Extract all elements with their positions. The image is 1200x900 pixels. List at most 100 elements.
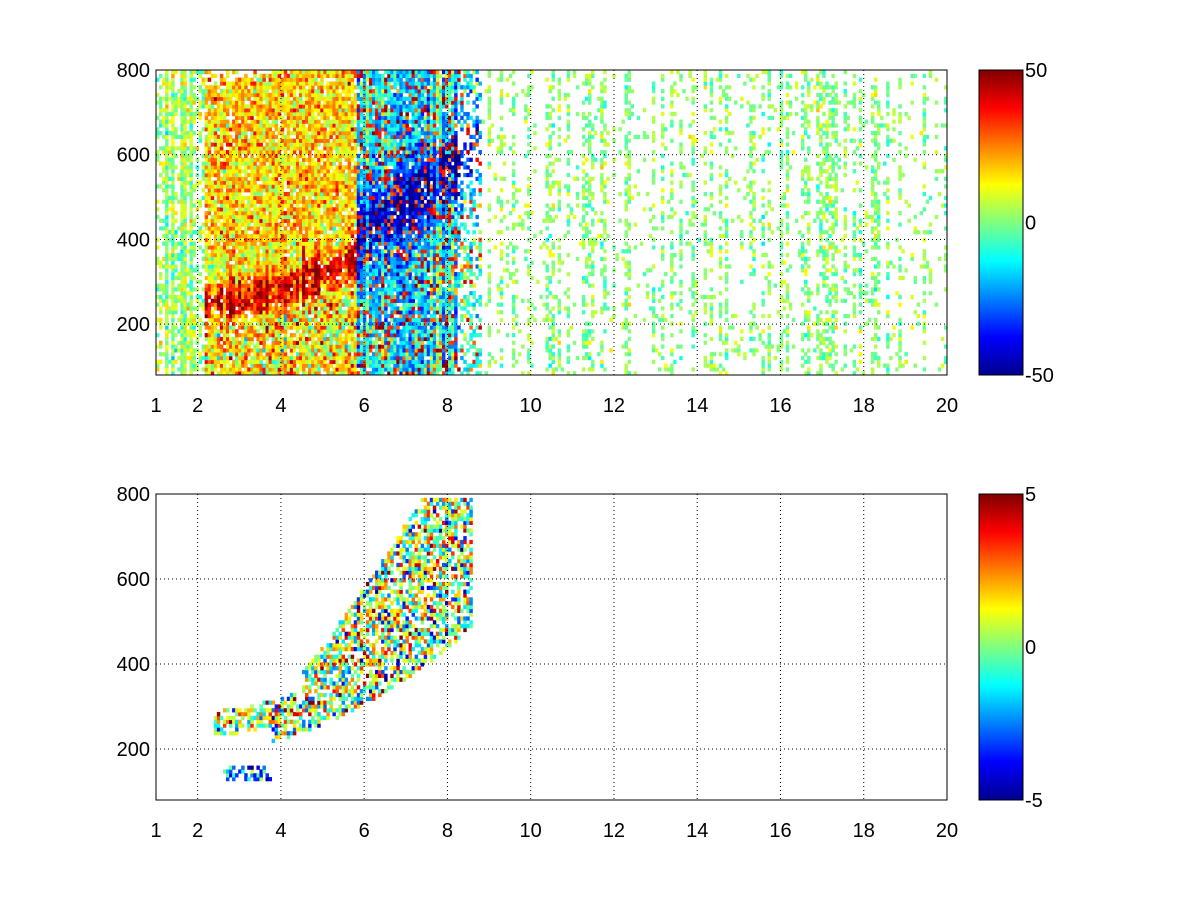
heatmap-cell	[305, 314, 309, 319]
heatmap-cell	[204, 352, 209, 357]
heatmap-cell	[314, 321, 318, 326]
heatmap-cell	[219, 77, 224, 82]
heatmap-cell	[341, 233, 346, 239]
heatmap-cell	[292, 70, 297, 75]
heatmap-cell	[277, 127, 282, 132]
heatmap-cell	[375, 138, 379, 143]
heatmap-cell	[295, 214, 300, 220]
heatmap-cell	[225, 348, 230, 353]
heatmap-cell	[372, 92, 376, 98]
heatmap-cell	[213, 237, 218, 242]
heatmap-cell	[280, 142, 285, 147]
heatmap-cell	[192, 314, 196, 319]
heatmap-cell	[229, 283, 233, 288]
heatmap-cell	[350, 325, 355, 330]
heatmap-cell	[195, 287, 199, 292]
heatmap-cell	[265, 104, 269, 109]
heatmap-cell	[265, 115, 269, 120]
heatmap-cell	[262, 222, 266, 227]
heatmap-cell	[235, 344, 239, 349]
heatmap-cell	[165, 85, 169, 90]
heatmap-cell	[274, 249, 279, 254]
heatmap-cell	[204, 355, 209, 361]
heatmap-cell	[216, 348, 221, 353]
heatmap-cell	[356, 222, 361, 227]
heatmap-cell	[308, 237, 312, 242]
heatmap-cell	[350, 218, 355, 223]
heatmap-cell	[344, 355, 349, 361]
heatmap-cell	[250, 203, 254, 208]
heatmap-cell	[238, 211, 242, 216]
heatmap-cell	[305, 165, 309, 170]
heatmap-cell	[238, 272, 242, 277]
heatmap-cell	[238, 81, 242, 86]
heatmap-cell	[381, 321, 385, 326]
heatmap-cell	[222, 104, 227, 109]
heatmap-cell	[344, 253, 349, 258]
heatmap-cell	[347, 70, 352, 75]
heatmap-cell	[362, 172, 367, 178]
heatmap-cell	[229, 123, 233, 128]
heatmap-cell	[165, 119, 169, 124]
heatmap-cell	[372, 218, 376, 223]
heatmap-cell	[225, 291, 230, 296]
heatmap-cell	[314, 119, 318, 124]
heatmap-cell	[329, 96, 333, 101]
heatmap-cell	[332, 153, 336, 159]
heatmap-cell	[189, 73, 193, 79]
heatmap-cell	[298, 264, 303, 269]
heatmap-cell	[277, 233, 282, 239]
heatmap-cell	[295, 169, 300, 174]
heatmap-cell	[329, 260, 333, 265]
heatmap-cell	[350, 77, 355, 82]
heatmap-cell	[159, 264, 163, 269]
heatmap-cell	[247, 294, 251, 300]
heatmap-cell	[277, 77, 282, 82]
heatmap-cell	[368, 184, 373, 189]
heatmap-cell	[305, 127, 309, 132]
heatmap-cell	[262, 230, 266, 235]
heatmap-cell	[286, 363, 291, 368]
heatmap-cell	[216, 153, 221, 159]
heatmap-cell	[210, 245, 215, 250]
heatmap-cell	[171, 115, 175, 120]
heatmap-cell	[244, 104, 248, 109]
heatmap-cell	[347, 115, 352, 120]
heatmap-cell	[189, 230, 193, 235]
heatmap-cell	[372, 367, 376, 372]
heatmap-cell	[189, 218, 193, 223]
heatmap-cell	[259, 127, 263, 132]
heatmap-cell	[213, 294, 218, 300]
heatmap-cell	[219, 127, 224, 132]
heatmap-cell	[183, 142, 187, 147]
heatmap-cell	[259, 153, 263, 159]
heatmap-cell	[274, 165, 279, 170]
heatmap-cell	[162, 165, 166, 170]
heatmap-cell	[375, 111, 379, 117]
heatmap-cell	[256, 329, 260, 334]
heatmap-cell	[235, 291, 239, 296]
heatmap-cell	[232, 233, 236, 239]
heatmap-cell	[219, 111, 224, 117]
heatmap-cell	[238, 150, 242, 155]
heatmap-cell	[314, 172, 318, 178]
heatmap-cell	[219, 314, 224, 319]
heatmap-cell	[353, 348, 358, 353]
heatmap-cell	[305, 363, 309, 368]
heatmap-cell	[244, 142, 248, 147]
heatmap-cell	[323, 111, 327, 117]
heatmap-cell	[216, 371, 221, 375]
heatmap-cell	[323, 153, 327, 159]
heatmap-cell	[311, 325, 315, 330]
heatmap-cell	[344, 264, 349, 269]
heatmap-cell	[381, 344, 385, 349]
heatmap-cell	[305, 306, 309, 311]
heatmap-cell	[156, 333, 160, 338]
heatmap-cell	[244, 138, 248, 143]
heatmap-cell	[289, 81, 294, 86]
heatmap-cell	[174, 230, 178, 235]
heatmap-cell	[192, 333, 196, 338]
heatmap-cell	[235, 172, 239, 178]
heatmap-cell	[329, 283, 333, 288]
heatmap-cell	[381, 287, 385, 292]
